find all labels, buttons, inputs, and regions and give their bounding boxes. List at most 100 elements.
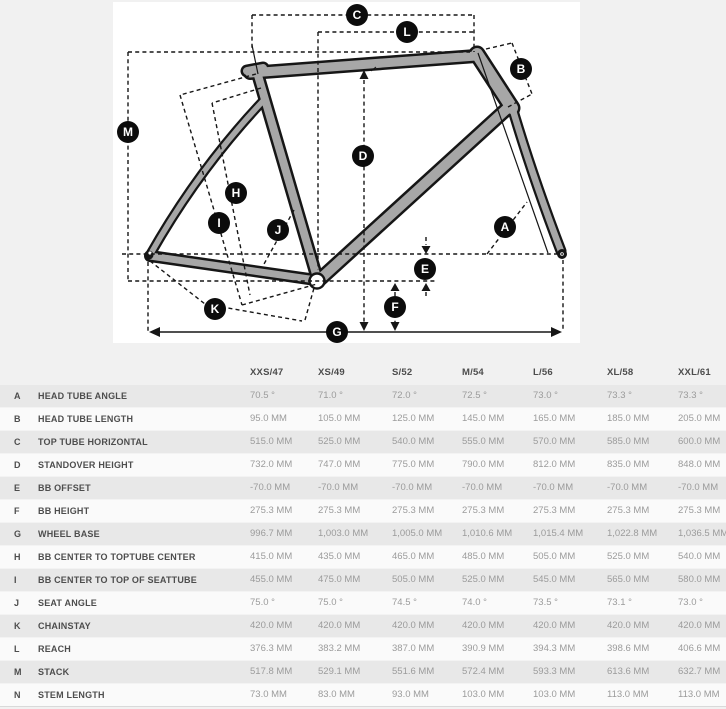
- size-header: XL/58: [607, 367, 634, 378]
- table-row: I BB CENTER TO TOP OF SEATTUBE 455.0 MM …: [0, 569, 726, 592]
- row-value: 415.0 MM: [250, 551, 293, 562]
- row-label: CHAINSTAY: [38, 621, 91, 631]
- row-value: 145.0 MM: [462, 413, 505, 424]
- marker-e: E: [414, 258, 436, 280]
- row-value: 848.0 MM: [678, 459, 721, 470]
- svg-text:C: C: [353, 8, 362, 22]
- row-value: 420.0 MM: [318, 620, 361, 631]
- row-value: 420.0 MM: [462, 620, 505, 631]
- row-value: 515.0 MM: [250, 436, 293, 447]
- size-header: XXL/61: [678, 367, 711, 378]
- svg-text:G: G: [332, 325, 341, 339]
- row-value: 275.3 MM: [678, 505, 721, 516]
- row-value: 275.3 MM: [533, 505, 576, 516]
- table-row: L REACH 376.3 MM 383.2 MM 387.0 MM 390.9…: [0, 638, 726, 661]
- row-value: 275.3 MM: [607, 505, 650, 516]
- row-value: 551.6 MM: [392, 666, 435, 677]
- row-value: 517.8 MM: [250, 666, 293, 677]
- row-value: 73.3 °: [607, 390, 632, 401]
- row-value: 103.0 MM: [462, 689, 505, 700]
- row-value: 383.2 MM: [318, 643, 361, 654]
- row-key: H: [14, 552, 21, 562]
- row-value: 394.3 MM: [533, 643, 576, 654]
- marker-k: K: [204, 298, 226, 320]
- row-value: 632.7 MM: [678, 666, 721, 677]
- table-row: J SEAT ANGLE 75.0 ° 75.0 ° 74.5 ° 74.0 °…: [0, 592, 726, 615]
- row-value: -70.0 MM: [318, 482, 359, 493]
- row-value: 420.0 MM: [392, 620, 435, 631]
- size-header: S/52: [392, 367, 413, 378]
- size-header-row: XXS/47 XS/49 S/52 M/54 L/56 XL/58 XXL/61: [0, 360, 726, 385]
- svg-text:F: F: [391, 300, 398, 314]
- svg-text:M: M: [123, 125, 133, 139]
- table-row: N STEM LENGTH 73.0 MM 83.0 MM 93.0 MM 10…: [0, 684, 726, 707]
- row-label: REACH: [38, 644, 72, 654]
- row-value: -70.0 MM: [607, 482, 648, 493]
- row-label: STANDOVER HEIGHT: [38, 460, 134, 470]
- row-label: BB CENTER TO TOPTUBE CENTER: [38, 552, 196, 562]
- row-value: 73.0 °: [678, 597, 703, 608]
- row-value: 540.0 MM: [678, 551, 721, 562]
- row-value: 275.3 MM: [392, 505, 435, 516]
- header-spacer: [0, 360, 38, 385]
- table-row: H BB CENTER TO TOPTUBE CENTER 415.0 MM 4…: [0, 546, 726, 569]
- header-spacer: [38, 360, 250, 385]
- row-value: 485.0 MM: [462, 551, 505, 562]
- bike-frame: [144, 44, 567, 290]
- row-value: 435.0 MM: [318, 551, 361, 562]
- row-label: STEM LENGTH: [38, 690, 105, 700]
- row-key: B: [14, 414, 21, 424]
- table-row: K CHAINSTAY 420.0 MM 420.0 MM 420.0 MM 4…: [0, 615, 726, 638]
- wheelbase-line: [149, 327, 562, 337]
- row-value: 835.0 MM: [607, 459, 650, 470]
- row-value: 580.0 MM: [678, 574, 721, 585]
- table-row: C TOP TUBE HORIZONTAL 515.0 MM 525.0 MM …: [0, 431, 726, 454]
- marker-j: J: [267, 219, 289, 241]
- marker-g: G: [326, 321, 348, 343]
- table-row: E BB OFFSET -70.0 MM -70.0 MM -70.0 MM -…: [0, 477, 726, 500]
- svg-text:A: A: [501, 220, 510, 234]
- row-value: 73.5 °: [533, 597, 558, 608]
- size-header: M/54: [462, 367, 484, 378]
- seatpost-line: [251, 44, 259, 75]
- row-value: 1,022.8 MM: [607, 528, 658, 539]
- row-value: 570.0 MM: [533, 436, 576, 447]
- table-row: M STACK 517.8 MM 529.1 MM 551.6 MM 572.4…: [0, 661, 726, 684]
- svg-text:D: D: [359, 149, 368, 163]
- row-value: 113.0 MM: [678, 689, 720, 700]
- row-label: STACK: [38, 667, 70, 677]
- table-row: D STANDOVER HEIGHT 732.0 MM 747.0 MM 775…: [0, 454, 726, 477]
- marker-h: H: [225, 182, 247, 204]
- row-value: 555.0 MM: [462, 436, 505, 447]
- marker-f: F: [384, 296, 406, 318]
- size-header: XXS/47: [250, 367, 284, 378]
- row-value: 812.0 MM: [533, 459, 576, 470]
- row-value: 75.0 °: [318, 597, 343, 608]
- row-label: BB CENTER TO TOP OF SEATTUBE: [38, 575, 197, 585]
- row-value: 74.0 °: [462, 597, 487, 608]
- dimension-arrowheads: [359, 66, 431, 331]
- row-value: 420.0 MM: [250, 620, 293, 631]
- row-value: 74.5 °: [392, 597, 417, 608]
- row-value: 790.0 MM: [462, 459, 505, 470]
- row-value: 1,015.4 MM: [533, 528, 584, 539]
- row-value: 73.0 MM: [250, 689, 287, 700]
- size-header: L/56: [533, 367, 553, 378]
- row-key: L: [14, 644, 20, 654]
- svg-text:K: K: [211, 302, 220, 316]
- svg-text:I: I: [217, 216, 220, 230]
- svg-text:B: B: [517, 62, 526, 76]
- row-value: 540.0 MM: [392, 436, 435, 447]
- row-value: 600.0 MM: [678, 436, 721, 447]
- marker-a: A: [494, 216, 516, 238]
- row-value: 1,003.0 MM: [318, 528, 369, 539]
- row-value: 398.6 MM: [607, 643, 650, 654]
- row-value: 529.1 MM: [318, 666, 361, 677]
- row-key: E: [14, 483, 21, 493]
- row-key: A: [14, 391, 21, 401]
- row-key: N: [14, 690, 21, 700]
- row-value: 125.0 MM: [392, 413, 435, 424]
- geometry-table-body: A HEAD TUBE ANGLE 70.5 ° 71.0 ° 72.0 ° 7…: [0, 385, 726, 707]
- row-value: 465.0 MM: [392, 551, 435, 562]
